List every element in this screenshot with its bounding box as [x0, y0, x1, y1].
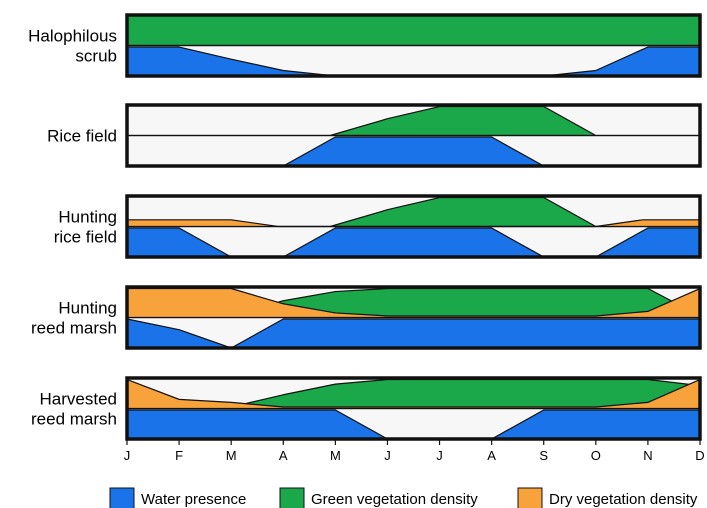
row-label: Hunting — [58, 208, 117, 227]
dry-vegetation-line — [126, 378, 701, 408]
legend-item: Green vegetation density — [279, 487, 478, 508]
row-label: rice field — [54, 228, 117, 247]
row-label: Hunting — [58, 299, 117, 318]
legend-label: Green vegetation density — [311, 491, 478, 508]
row-frame — [125, 13, 702, 78]
legend-swatch — [279, 487, 305, 508]
x-tick-label: J — [436, 448, 443, 463]
row-label: Halophilous — [28, 27, 117, 46]
x-tick-label: A — [487, 448, 496, 463]
x-tick-label: A — [279, 448, 288, 463]
x-tick-label: J — [124, 448, 131, 463]
row-frame — [125, 194, 702, 259]
row-frame — [125, 285, 702, 350]
legend-label: Water presence — [141, 491, 246, 508]
water-presence-area — [126, 227, 701, 258]
row-label: scrub — [75, 47, 117, 66]
x-tick-label: S — [539, 448, 548, 463]
dry-vegetation-area — [127, 219, 700, 227]
x-tick-label: M — [226, 448, 237, 463]
row-label: Rice field — [47, 127, 117, 146]
row-frame — [125, 376, 702, 441]
row-label: reed marsh — [31, 319, 117, 338]
habitat-row: Rice field — [47, 103, 702, 168]
green-vegetation-area — [126, 14, 701, 47]
water-presence-area — [126, 318, 701, 349]
x-tick-label: D — [695, 448, 704, 463]
legend-swatch — [109, 487, 135, 508]
legend-item: Water presence — [109, 487, 246, 508]
x-tick-label: J — [384, 448, 391, 463]
x-tick-label: N — [643, 448, 652, 463]
legend-label: Dry vegetation density — [549, 491, 698, 508]
legend-swatch — [517, 487, 543, 508]
row-frame — [125, 103, 702, 168]
x-tick-label: O — [591, 448, 601, 463]
legend-item: Dry vegetation density — [517, 487, 698, 508]
dry-vegetation-area — [127, 379, 700, 409]
row-label: reed marsh — [31, 410, 117, 429]
row-label: Harvested — [40, 390, 117, 409]
x-tick-label: M — [330, 448, 341, 463]
x-tick-label: F — [175, 448, 183, 463]
dry-vegetation-area — [127, 288, 700, 318]
